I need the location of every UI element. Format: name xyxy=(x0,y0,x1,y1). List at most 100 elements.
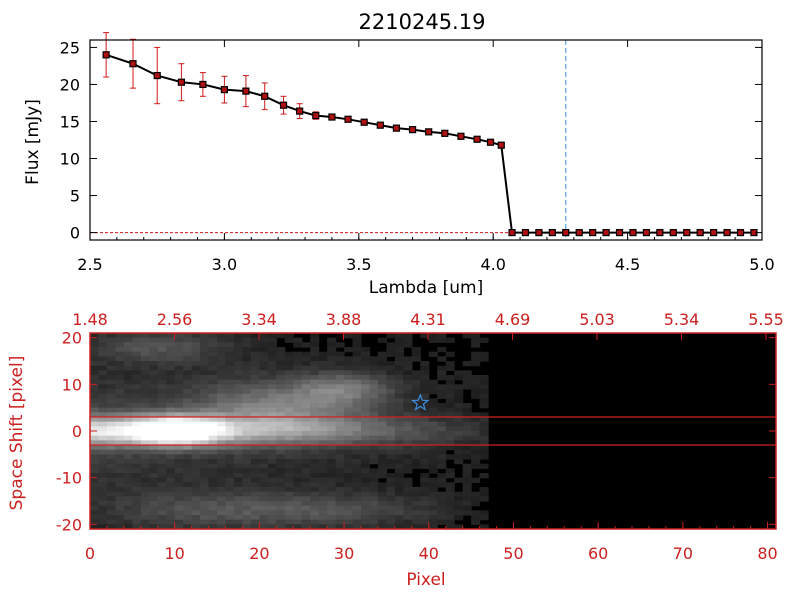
image-pixel xyxy=(335,435,345,441)
image-pixel xyxy=(132,356,142,362)
image-pixel xyxy=(225,389,235,395)
image-pixel xyxy=(267,426,277,432)
image-pixel xyxy=(191,435,201,441)
image-pixel xyxy=(352,389,362,395)
image-pixel xyxy=(284,393,294,399)
image-pixel xyxy=(259,454,269,460)
image-pixel xyxy=(98,468,108,474)
image-pixel xyxy=(267,468,277,474)
image-pixel xyxy=(200,379,210,385)
image-pixel xyxy=(200,426,210,432)
image-pixel xyxy=(115,393,125,399)
image-pixel xyxy=(174,501,184,507)
image-pixel xyxy=(352,519,362,525)
image-pixel xyxy=(301,459,311,465)
image-pixel xyxy=(344,482,354,488)
image-pixel xyxy=(90,435,100,441)
image-pixel xyxy=(284,510,294,516)
image-pixel xyxy=(335,445,345,451)
image-pixel xyxy=(217,370,227,376)
image-pixel xyxy=(445,505,455,511)
image-pixel xyxy=(208,342,218,348)
image-pixel xyxy=(191,417,201,423)
image-pixel xyxy=(293,482,303,488)
image-pixel xyxy=(352,342,362,348)
image-pixel xyxy=(106,440,117,446)
image-pixel xyxy=(183,473,193,479)
image-pixel xyxy=(310,431,320,437)
image-pixel xyxy=(369,403,379,409)
image-pixel xyxy=(377,454,388,460)
image-pixel xyxy=(479,412,489,418)
image-pixel xyxy=(259,459,269,465)
image-pixel xyxy=(471,337,481,343)
image-pixel xyxy=(208,496,218,502)
image-pixel xyxy=(445,365,455,371)
image-pixel xyxy=(200,440,210,446)
spectral-image-panel: 0 10 20 30 40 50 60 70 80 1.48 2.56 3.34 3.88 4.31 4.… xyxy=(7,310,784,590)
image-pixel xyxy=(250,454,260,460)
image-pixel xyxy=(284,491,294,497)
image-pixel xyxy=(233,431,244,437)
data-point xyxy=(683,228,691,237)
image-pixel xyxy=(437,421,447,427)
image-pixel xyxy=(327,431,337,437)
image-pixel xyxy=(428,510,438,516)
image-pixel xyxy=(267,482,277,488)
image-pixel xyxy=(98,449,108,455)
image-pixel xyxy=(157,333,167,339)
wavelength-tick-label: 5.34 xyxy=(664,310,700,329)
image-pixel xyxy=(310,491,320,497)
image-pixel xyxy=(369,370,379,376)
image-pixel xyxy=(140,370,150,376)
image-pixel xyxy=(267,417,277,423)
image-pixel xyxy=(377,463,388,469)
image-pixel xyxy=(361,482,371,488)
image-pixel xyxy=(386,449,396,455)
image-pixel xyxy=(344,431,354,437)
image-pixel xyxy=(183,398,193,404)
image-pixel xyxy=(445,482,455,488)
image-pixel xyxy=(420,487,430,493)
image-pixel xyxy=(115,365,125,371)
image-pixel xyxy=(149,477,159,483)
image-pixel xyxy=(106,510,117,516)
image-pixel xyxy=(352,421,362,427)
data-point xyxy=(589,228,597,237)
image-pixel xyxy=(115,487,125,493)
image-pixel xyxy=(191,333,201,339)
image-pixel xyxy=(327,412,337,418)
image-pixel xyxy=(462,510,472,516)
image-pixel xyxy=(437,454,447,460)
data-point xyxy=(261,92,269,100)
image-pixel xyxy=(462,473,472,479)
spectrum-frame xyxy=(89,39,763,241)
image-pixel xyxy=(301,417,311,423)
image-pixel xyxy=(327,435,337,441)
image-pixel xyxy=(369,491,379,497)
image-pixel xyxy=(115,501,125,507)
image-pixel xyxy=(225,361,235,367)
image-pixel xyxy=(200,351,210,357)
image-pixel xyxy=(174,510,184,516)
pixel-tick-label: 20 xyxy=(249,544,269,563)
image-pixel xyxy=(411,496,421,502)
image-pixel xyxy=(233,347,244,353)
image-pixel xyxy=(310,515,320,521)
image-pixel xyxy=(200,463,210,469)
image-pixel xyxy=(166,482,176,488)
image-pixel xyxy=(394,426,404,432)
x-tick-label: 4.0 xyxy=(480,255,505,274)
image-pixel xyxy=(284,487,294,493)
image-pixel xyxy=(377,356,388,362)
image-pixel xyxy=(420,519,430,525)
image-pixel xyxy=(183,426,193,432)
image-pixel xyxy=(420,454,430,460)
image-pixel xyxy=(403,417,413,423)
image-pixel xyxy=(200,482,210,488)
image-pixel xyxy=(437,505,447,511)
image-pixel xyxy=(318,477,328,483)
image-pixel xyxy=(284,389,294,395)
image-pixel xyxy=(310,482,320,488)
